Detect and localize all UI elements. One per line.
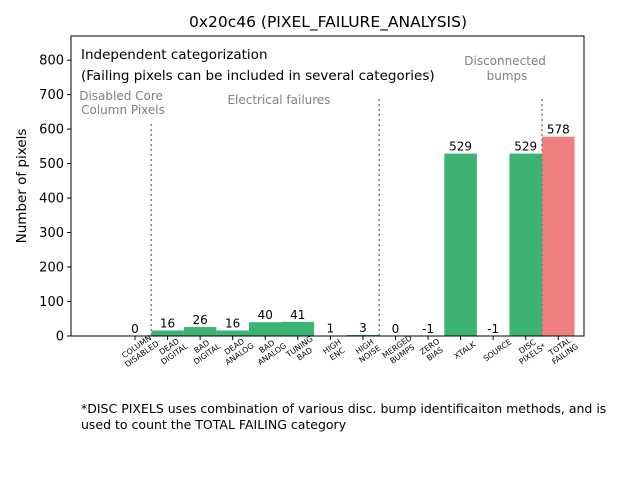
x-tick-label-12: DISCPIXELS* (512, 334, 547, 366)
value-label-9: -1 (422, 322, 434, 336)
x-tick-label-11: SOURCE (482, 337, 514, 363)
value-label-7: 3 (359, 321, 367, 335)
value-label-1: 16 (160, 316, 175, 330)
group-label-disabled: Disabled Core Column Pixels (79, 89, 167, 117)
pixel-failure-chart: 0x20c46 (PIXEL_FAILURE_ANALYSIS) 0 16 26 16… (14, 13, 585, 369)
value-label-6: 1 (327, 322, 335, 336)
x-tick-label-5: TUNINGBAD (284, 334, 320, 367)
x-tick-label-10: XTALK (452, 339, 478, 361)
y-tick-label-5: 500 (39, 157, 64, 172)
y-tick-label-4: 400 (39, 192, 64, 207)
annotation-note-line1: Independent categorization (81, 47, 268, 63)
x-tick-label-10-line-0: XTALK (452, 339, 478, 361)
chart-title: 0x20c46 (PIXEL_FAILURE_ANALYSIS) (189, 13, 467, 32)
value-label-0: 0 (131, 322, 139, 336)
group-label-disconnected-line2: bumps (487, 69, 528, 83)
plot-frame (70, 35, 585, 337)
bar-7 (346, 334, 380, 336)
x-tick-label-3: DEADANALOG (218, 334, 255, 368)
value-label-3: 16 (225, 316, 240, 330)
group-label-electrical: Electrical failures (227, 93, 330, 107)
x-tick-label-8: MERGEDBUMPS (381, 333, 419, 367)
bar-10 (444, 153, 477, 336)
value-label-4: 40 (258, 308, 273, 322)
group-label-disconnected: Disconnected bumps (464, 54, 550, 83)
annotation-note-line2: (Failing pixels can be included in sever… (81, 68, 435, 84)
value-label-5: 41 (290, 308, 305, 322)
group-label-disabled-line2: Column Pixels (81, 103, 165, 117)
y-tick-label-1: 100 (39, 295, 64, 310)
y-tick-label-3: 300 (39, 226, 64, 241)
bar-12 (509, 153, 542, 336)
x-tick-label-7: HIGHNOISE (352, 336, 382, 365)
y-tick-label-7: 700 (39, 88, 64, 103)
value-label-10: 529 (449, 140, 472, 154)
bar-4 (248, 322, 282, 336)
bar-3 (216, 330, 249, 336)
value-label-2: 26 (192, 313, 207, 327)
bar-2 (183, 327, 217, 336)
y-axis-label: Number of pixels (14, 129, 30, 244)
x-tick-label-4: BADANALOG (251, 334, 288, 368)
x-tick-label-0: COLUMNDISABLED (118, 332, 161, 369)
y-tick-label-2: 200 (39, 261, 64, 276)
x-tick-label-2: BADDIGITAL (187, 334, 223, 367)
bar-1 (151, 330, 184, 336)
value-label-13: 578 (547, 123, 570, 137)
y-tick-label-0: 0 (56, 330, 64, 345)
x-tick-label-1: DEADDIGITAL (154, 334, 190, 367)
value-label-12: 529 (514, 140, 537, 154)
value-label-11: -1 (487, 322, 499, 336)
value-label-8: 0 (392, 322, 400, 336)
y-tick-label-6: 600 (39, 123, 64, 138)
x-tick-label-11-line-0: SOURCE (482, 337, 514, 363)
x-tick-label-13: TOTALFAILING (545, 334, 580, 366)
x-tick-label-9: ZEROBIAS (418, 337, 446, 364)
y-tick-label-8: 800 (39, 54, 64, 69)
x-tick-label-6: HIGHENC (321, 337, 348, 363)
group-label-disabled-line1: Disabled Core (79, 89, 163, 103)
bar-13 (542, 136, 575, 336)
bar-5 (281, 321, 315, 336)
group-label-disconnected-line1: Disconnected (464, 54, 546, 68)
footnote: *DISC PIXELS uses combination of various… (81, 401, 607, 432)
